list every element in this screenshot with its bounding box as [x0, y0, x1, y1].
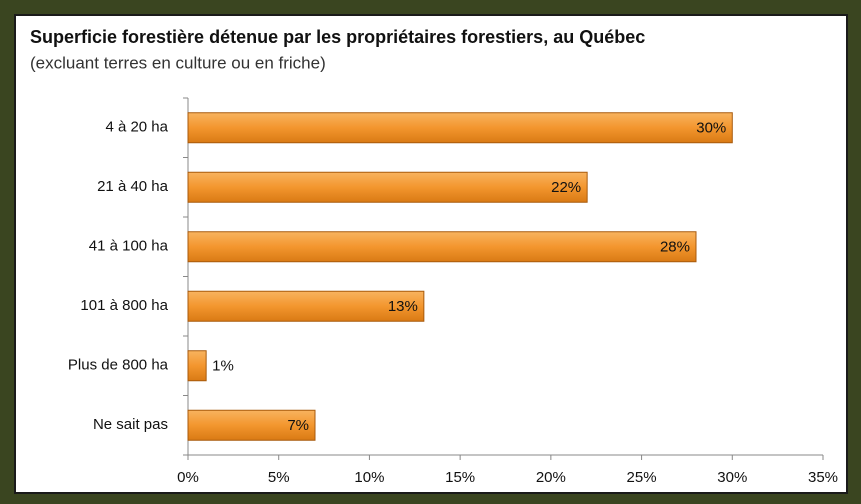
bar	[188, 232, 696, 262]
y-tick-label: 21 à 40 ha	[97, 178, 169, 195]
value-label: 1%	[212, 358, 234, 375]
x-tick-label: 25%	[627, 469, 657, 486]
chart-subtitle: (excluant terres en culture ou en friche…	[30, 53, 326, 72]
value-label: 13%	[388, 298, 418, 315]
bar	[188, 113, 732, 143]
y-tick-label: Plus de 800 ha	[68, 357, 169, 374]
x-tick-label: 5%	[268, 469, 290, 486]
value-label: 28%	[660, 239, 690, 256]
x-tick-label: 10%	[354, 469, 384, 486]
chart-title: Superficie forestière détenue par les pr…	[30, 27, 645, 47]
y-tick-label: 4 à 20 ha	[105, 119, 168, 136]
x-tick-label: 15%	[445, 469, 475, 486]
x-tick-label: 30%	[717, 469, 747, 486]
bar	[188, 351, 206, 381]
chart: Superficie forestière détenue par les pr…	[0, 0, 861, 504]
value-label: 30%	[696, 120, 726, 137]
x-tick-label: 0%	[177, 469, 199, 486]
y-tick-label: 101 à 800 ha	[80, 297, 168, 314]
x-tick-label: 20%	[536, 469, 566, 486]
bar	[188, 172, 587, 202]
y-tick-label: Ne sait pas	[93, 416, 168, 433]
y-tick-label: 41 à 100 ha	[89, 238, 169, 255]
x-tick-label: 35%	[808, 469, 838, 486]
value-label: 7%	[287, 417, 309, 434]
value-label: 22%	[551, 179, 581, 196]
